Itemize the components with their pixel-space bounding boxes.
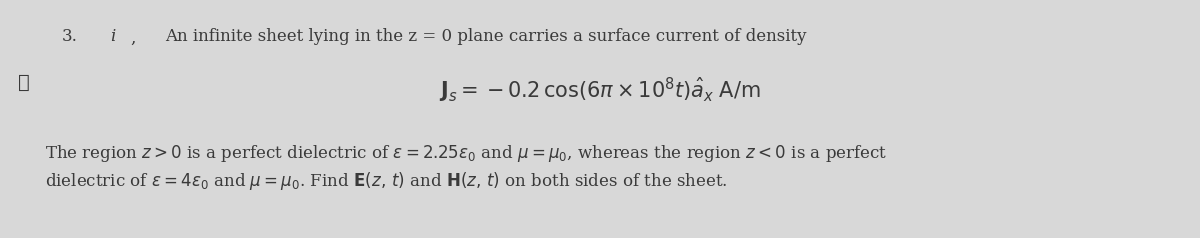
Text: $\mathbf{J}_s = -0.2\,\cos(6\pi \times 10^8 t)\hat{a}_x\;\mathrm{A/m}$: $\mathbf{J}_s = -0.2\,\cos(6\pi \times 1… xyxy=(439,75,761,104)
Text: The region $z > 0$ is a perfect dielectric of $\varepsilon = 2.25\varepsilon_0$ : The region $z > 0$ is a perfect dielectr… xyxy=(46,143,887,164)
Text: i: i xyxy=(110,28,115,45)
Text: ✓: ✓ xyxy=(18,74,30,92)
Text: An infinite sheet lying in the z = 0 plane carries a surface current of density: An infinite sheet lying in the z = 0 pla… xyxy=(166,28,806,45)
Text: dielectric of $\varepsilon = 4\varepsilon_0$ and $\mu = \mu_0$. Find $\mathbf{E}: dielectric of $\varepsilon = 4\varepsilo… xyxy=(46,170,727,192)
Text: 3.: 3. xyxy=(62,28,78,45)
Text: ,: , xyxy=(130,30,136,47)
